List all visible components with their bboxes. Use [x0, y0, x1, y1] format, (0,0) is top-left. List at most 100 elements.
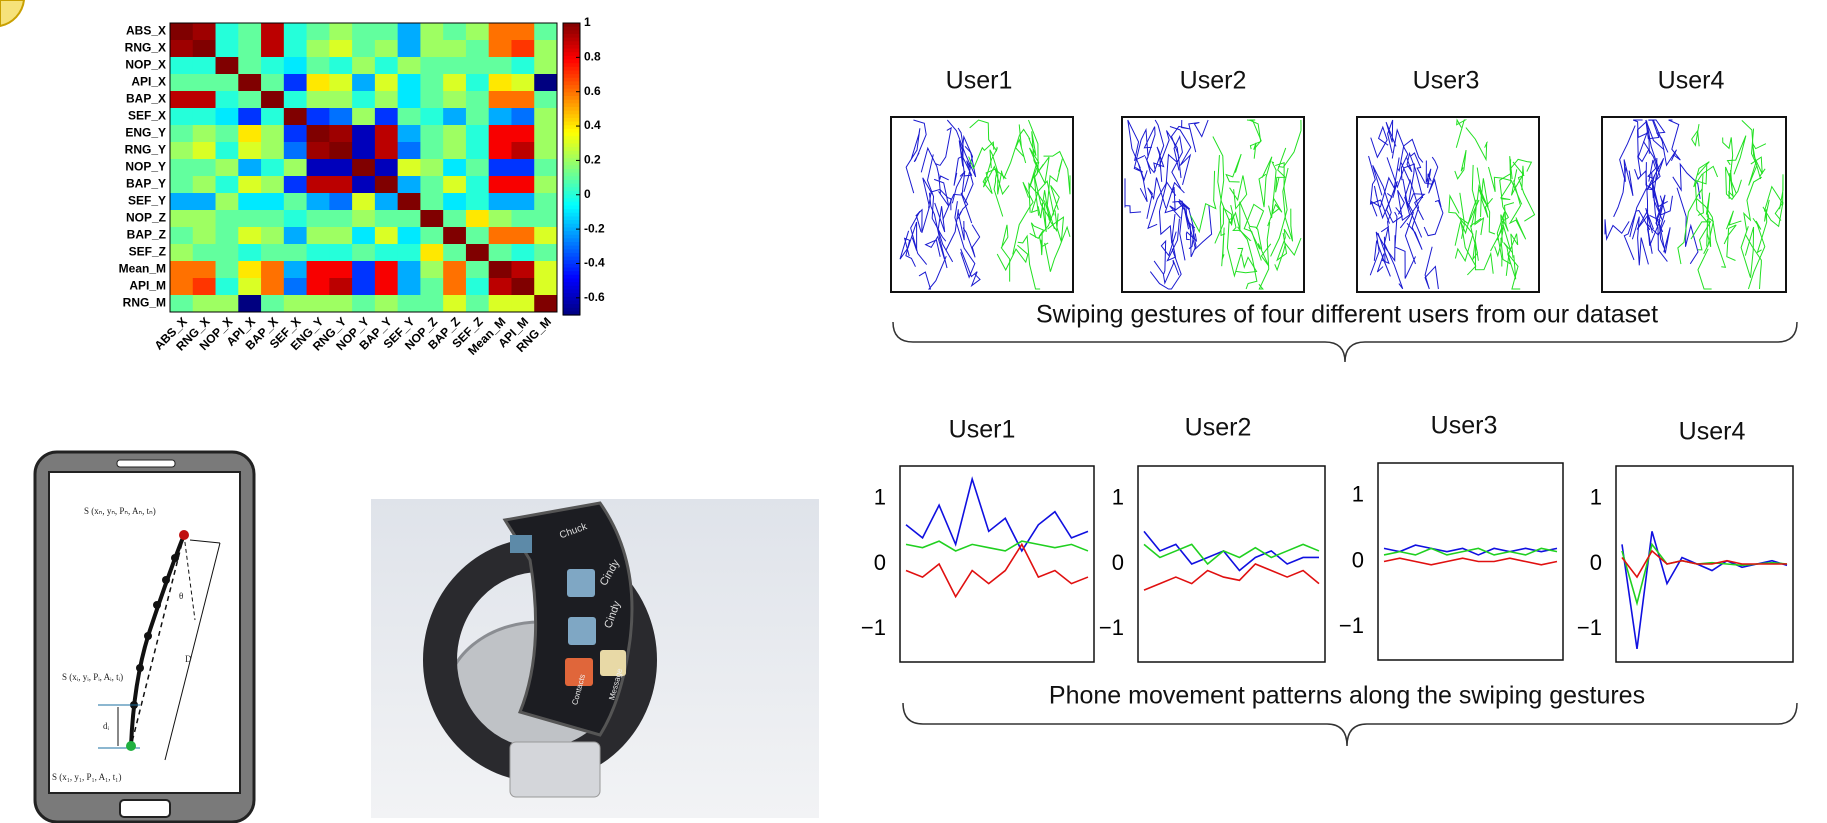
colorbar-step [563, 300, 580, 304]
heatmap-cell [307, 91, 330, 109]
heatmap-cell [238, 278, 261, 296]
start-point [126, 741, 136, 751]
heatmap-cell [170, 210, 193, 228]
heatmap-cell [307, 227, 330, 245]
heatmap-cell [352, 108, 375, 126]
heatmap-cell [466, 210, 489, 228]
heatmap-cell [489, 159, 512, 177]
heatmap-cell [398, 159, 421, 177]
heatmap-cell [193, 261, 216, 279]
heatmap-cell [238, 91, 261, 109]
app-icon [568, 617, 596, 645]
colorbar-step [563, 92, 580, 96]
heatmap-cell [352, 142, 375, 160]
colorbar-step [563, 282, 580, 286]
heatmap-cell [352, 244, 375, 262]
colorbar-label: -0.6 [584, 290, 605, 304]
gesture-frame [1122, 117, 1304, 292]
heatmap-cell [216, 278, 239, 296]
heatmap-cell [443, 108, 466, 126]
heatmap-cell [443, 278, 466, 296]
colorbar-step [563, 38, 580, 42]
colorbar-step [563, 41, 580, 45]
phone-diagram: S (xₙ, yₙ, Pₙ, Aₙ, tₙ) S (xᵢ, yᵢ, Pᵢ, Aᵢ… [35, 452, 254, 822]
heatmap-cell [216, 74, 239, 92]
heatmap-cell [238, 176, 261, 194]
colorbar-step [563, 264, 580, 268]
heatmap-cell [284, 261, 307, 279]
heatmap-cell [193, 193, 216, 211]
heatmap-cell [466, 176, 489, 194]
colorbar-step [563, 111, 580, 115]
heatmap-cell [193, 57, 216, 75]
heatmap-cell [307, 295, 330, 313]
colorbar-step [563, 173, 580, 177]
colorbar-step [563, 249, 580, 253]
heatmap-cell [193, 227, 216, 245]
colorbar-step [563, 74, 580, 78]
colorbar-step [563, 118, 580, 122]
heatmap-cell [466, 227, 489, 245]
colorbar-step [563, 85, 580, 89]
y-tick-label: −1 [1577, 615, 1602, 640]
heatmap-cell [261, 159, 284, 177]
heatmap-cell [420, 142, 443, 160]
heatmap-cell [511, 159, 534, 177]
heatmap-cell [489, 193, 512, 211]
row-label: SEF_Z [129, 245, 166, 259]
colorbar-label: 0 [584, 187, 591, 201]
app-icon [510, 535, 532, 553]
heatmap-cell [534, 295, 557, 313]
heatmap-cell [307, 142, 330, 160]
y-tick-label: 1 [1590, 484, 1602, 509]
heatmap-cell [511, 23, 534, 41]
heatmap-cell [466, 193, 489, 211]
heatmap-cell [261, 176, 284, 194]
heatmap-cell [420, 295, 443, 313]
row-label: BAP_Z [127, 228, 166, 242]
heatmap-cell [193, 23, 216, 41]
heatmap-cell [352, 23, 375, 41]
heatmap-cell [193, 108, 216, 126]
heatmap-cell [511, 40, 534, 58]
heatmap-cell [193, 295, 216, 313]
heatmap-cell [307, 159, 330, 177]
heatmap-cell [193, 210, 216, 228]
heatmap-cell [489, 40, 512, 58]
colorbar-step [563, 114, 580, 118]
heatmap-cell [534, 125, 557, 143]
heatmap-cell [329, 244, 352, 262]
colorbar-step [563, 253, 580, 257]
heatmap-cell [170, 159, 193, 177]
watch-image: Chuck Cindy Cindy Contacts Message [371, 499, 819, 818]
heatmap-cell [375, 40, 398, 58]
heatmap-cell [238, 142, 261, 160]
heatmap-cell [261, 125, 284, 143]
heatmap-cell [489, 278, 512, 296]
heatmap-cell [329, 261, 352, 279]
colorbar-step [563, 202, 580, 206]
plot-frame [900, 466, 1094, 662]
heatmap-cell [420, 278, 443, 296]
colorbar-step [563, 162, 580, 166]
heatmap-cell [329, 57, 352, 75]
heatmap-cell [170, 74, 193, 92]
row-label: RNG_M [123, 296, 166, 310]
colorbar-step [563, 213, 580, 217]
heatmap-cell [443, 261, 466, 279]
heatmap-cell [238, 40, 261, 58]
colorbar-step [563, 293, 580, 297]
heatmap-cell [466, 159, 489, 177]
heatmap-cell [193, 74, 216, 92]
heatmap-cell [329, 159, 352, 177]
heatmap-cell [238, 193, 261, 211]
row-label: ABS_X [126, 24, 166, 38]
heatmap-cell [261, 193, 284, 211]
colorbar-step [563, 89, 580, 93]
y-tick-label: 0 [1352, 547, 1364, 572]
heatmap-cell [307, 244, 330, 262]
colorbar-step [563, 154, 580, 158]
heatmap-cell [489, 261, 512, 279]
colorbar-step [563, 107, 580, 111]
row-label: NOP_Z [126, 211, 166, 225]
